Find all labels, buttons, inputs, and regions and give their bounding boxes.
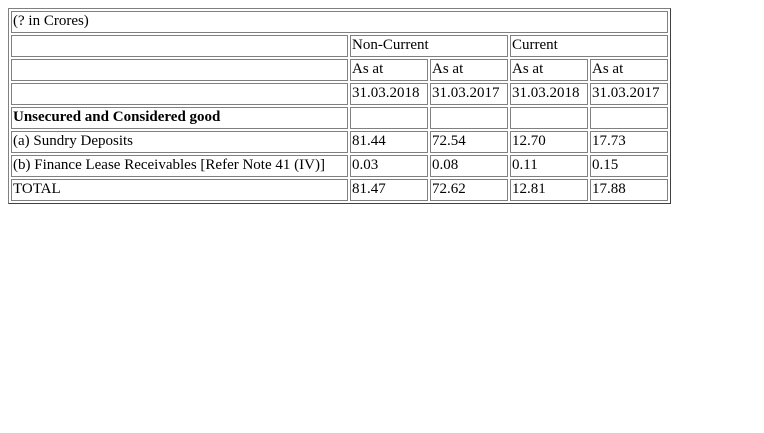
section-row: Unsecured and Considered good [11,107,668,129]
row-label: TOTAL [11,179,348,201]
current-header: Current [510,35,668,57]
units-caption: (? in Crores) [11,11,668,33]
table-row: (a) Sundry Deposits 81.44 72.54 12.70 17… [11,131,668,153]
value-cell: 81.44 [350,131,428,153]
date-cell: 31.03.2018 [350,83,428,105]
receivables-table: (? in Crores) Non-Current Current As at … [8,8,671,204]
empty-cell [350,107,428,129]
table-row: (b) Finance Lease Receivables [Refer Not… [11,155,668,177]
as-at-cell: As at [430,59,508,81]
empty-header-cell [11,83,348,105]
as-at-cell: As at [510,59,588,81]
section-title: Unsecured and Considered good [11,107,348,129]
date-cell: 31.03.2018 [510,83,588,105]
empty-cell [430,107,508,129]
non-current-header: Non-Current [350,35,508,57]
group-header-row: Non-Current Current [11,35,668,57]
value-cell: 81.47 [350,179,428,201]
empty-cell [510,107,588,129]
value-cell: 0.11 [510,155,588,177]
caption-row: (? in Crores) [11,11,668,33]
value-cell: 12.81 [510,179,588,201]
total-row: TOTAL 81.47 72.62 12.81 17.88 [11,179,668,201]
as-at-cell: As at [590,59,668,81]
value-cell: 0.15 [590,155,668,177]
value-cell: 0.08 [430,155,508,177]
value-cell: 72.62 [430,179,508,201]
date-row: 31.03.2018 31.03.2017 31.03.2018 31.03.2… [11,83,668,105]
date-cell: 31.03.2017 [430,83,508,105]
empty-header-cell [11,59,348,81]
value-cell: 0.03 [350,155,428,177]
as-at-cell: As at [350,59,428,81]
row-label: (b) Finance Lease Receivables [Refer Not… [11,155,348,177]
empty-header-cell [11,35,348,57]
date-cell: 31.03.2017 [590,83,668,105]
value-cell: 12.70 [510,131,588,153]
empty-cell [590,107,668,129]
value-cell: 17.88 [590,179,668,201]
value-cell: 72.54 [430,131,508,153]
value-cell: 17.73 [590,131,668,153]
row-label: (a) Sundry Deposits [11,131,348,153]
as-at-row: As at As at As at As at [11,59,668,81]
